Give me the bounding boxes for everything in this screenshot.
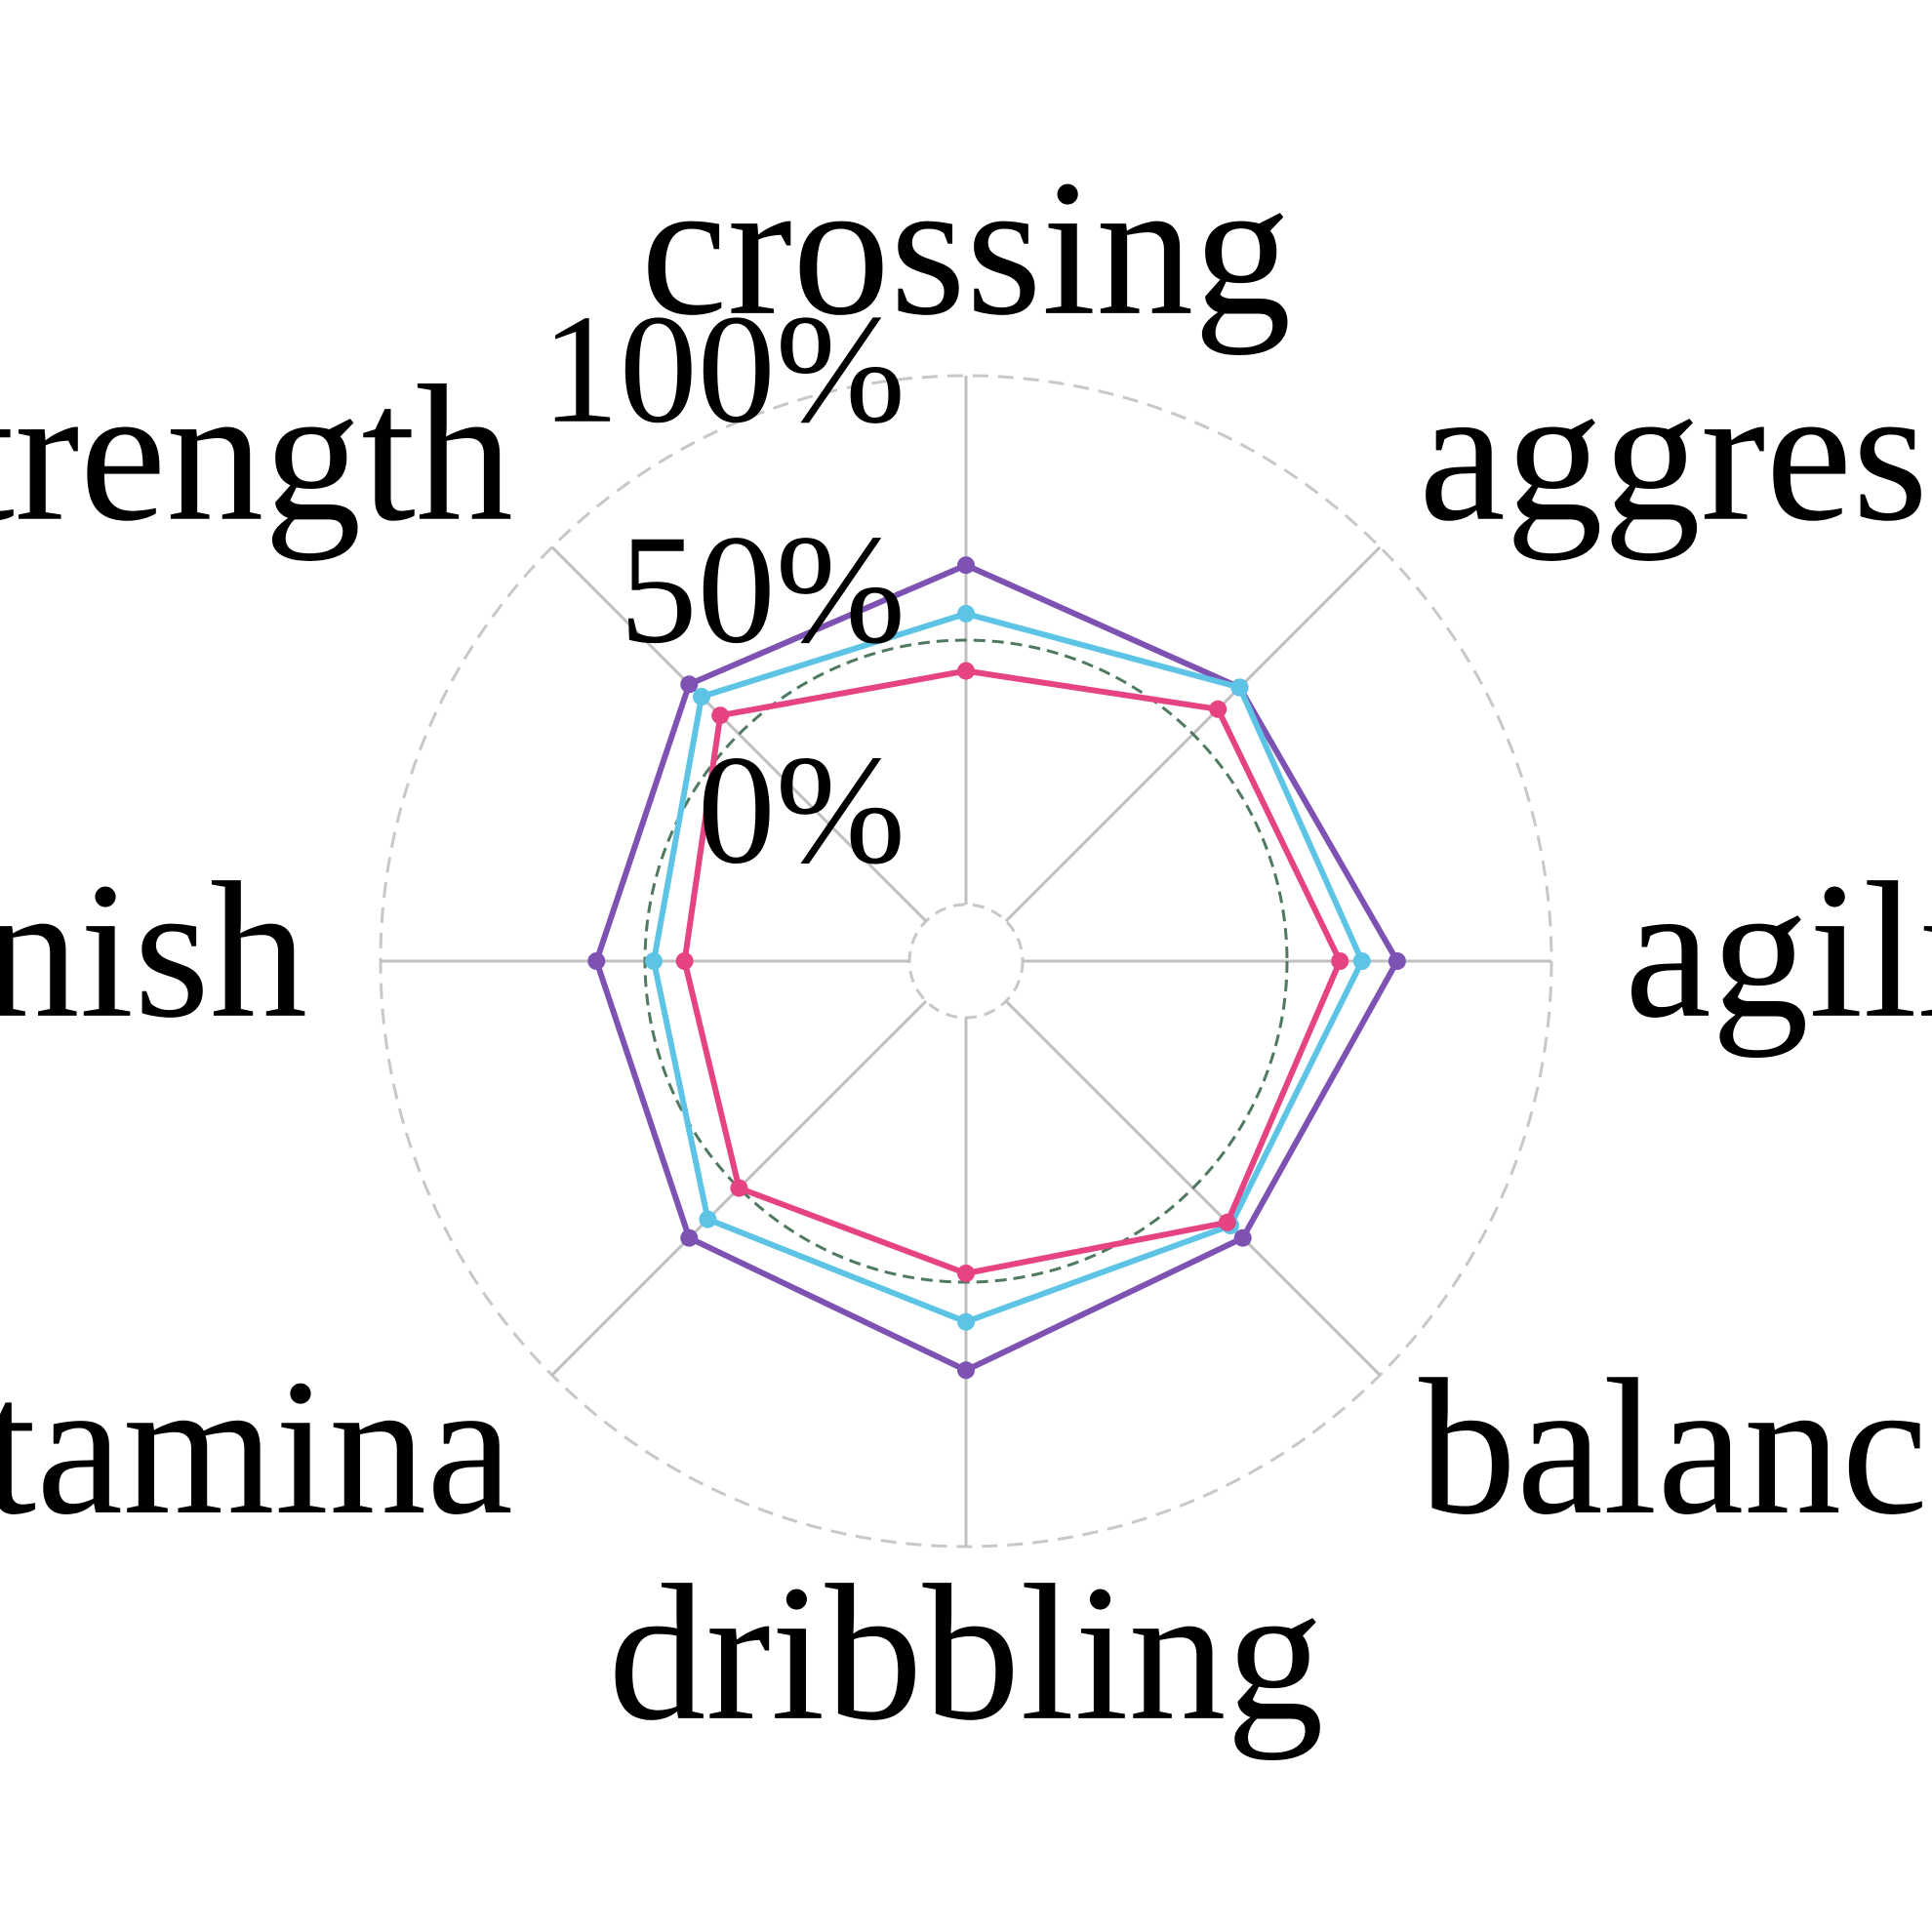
series-3-point-agility xyxy=(1331,952,1349,970)
series-3-point-balance xyxy=(1218,1213,1236,1231)
series-1-point-crossing xyxy=(957,556,975,575)
series-layer xyxy=(587,556,1406,1380)
inner-grid-circle xyxy=(907,903,1025,1020)
spoke-strength xyxy=(550,545,928,923)
axis-label-agility: agility xyxy=(1625,843,1932,1059)
series-2-point-agility xyxy=(1352,952,1371,970)
axis-labels: crossing aggression agility balance dribblin… xyxy=(0,141,1932,1761)
series-2 xyxy=(645,604,1371,1331)
radial-tick-label: 100% xyxy=(542,282,906,456)
series-3-point-finish xyxy=(675,952,694,970)
series-1-point-dribbling xyxy=(957,1361,975,1380)
series-2-point-dribbling xyxy=(957,1312,975,1331)
series-3 xyxy=(675,662,1349,1282)
series-3-point-strength xyxy=(711,706,730,725)
axis-label-stamina: stamina xyxy=(0,1340,513,1555)
series-3-point-dribbling xyxy=(957,1265,975,1282)
series-2-point-finish xyxy=(645,952,663,970)
series-1-point-agility xyxy=(1388,952,1406,970)
axis-label-aggression: aggression xyxy=(1419,346,1932,562)
series-1-line xyxy=(593,562,1400,1374)
axis-label-balance: balance xyxy=(1419,1340,1932,1555)
series-2-point-strength xyxy=(693,688,710,705)
series-2-point-crossing xyxy=(957,604,975,623)
series-1-point-stamina xyxy=(680,1228,699,1247)
series-1 xyxy=(587,556,1406,1380)
series-3-point-stamina xyxy=(730,1179,748,1197)
radial-tick-label: 50% xyxy=(620,503,906,676)
series-1-point-strength xyxy=(680,675,699,694)
axis-label-finish: finish xyxy=(0,843,307,1059)
radial-tick-label: 0% xyxy=(698,722,906,896)
axis-label-crossing: crossing xyxy=(641,141,1292,356)
series-1-point-balance xyxy=(1233,1228,1252,1247)
series-2-point-aggression xyxy=(1230,678,1249,697)
axis-label-strength: strength xyxy=(0,346,513,562)
series-1-point-finish xyxy=(587,952,606,970)
series-2-point-stamina xyxy=(699,1210,717,1228)
tick-labels: 0% 50% 100% xyxy=(542,282,906,897)
axis-label-dribbling: dribbling xyxy=(608,1546,1323,1761)
series-3-point-aggression xyxy=(1209,700,1228,718)
series-3-point-crossing xyxy=(957,662,975,680)
